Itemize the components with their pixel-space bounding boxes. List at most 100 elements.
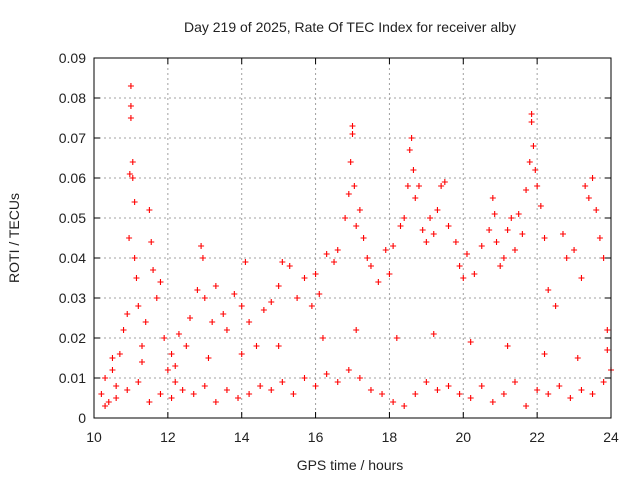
data-point xyxy=(161,335,168,341)
data-point xyxy=(235,395,242,401)
data-point xyxy=(415,183,422,189)
data-point xyxy=(408,135,415,141)
x-axis-title: GPS time / hours xyxy=(297,457,404,473)
data-point xyxy=(231,291,238,297)
data-point xyxy=(390,399,397,405)
data-point xyxy=(301,275,308,281)
data-point xyxy=(545,287,552,293)
data-point xyxy=(323,371,330,377)
data-point xyxy=(131,199,138,205)
data-point xyxy=(124,387,131,393)
y-tick-label: 0.02 xyxy=(59,330,86,346)
data-point xyxy=(148,239,155,245)
data-point xyxy=(131,255,138,261)
data-point xyxy=(164,367,171,373)
data-point xyxy=(563,255,570,261)
data-point xyxy=(441,179,448,185)
data-point xyxy=(356,207,363,213)
data-point xyxy=(312,383,319,389)
data-point xyxy=(312,271,319,277)
data-point xyxy=(172,379,179,385)
x-tick-label: 20 xyxy=(455,429,471,445)
data-point xyxy=(500,255,507,261)
data-point xyxy=(260,307,267,313)
data-point xyxy=(397,223,404,229)
data-point xyxy=(168,395,175,401)
data-point xyxy=(153,295,160,301)
data-point xyxy=(113,383,120,389)
data-point xyxy=(410,167,417,173)
data-point xyxy=(290,391,297,397)
data-point xyxy=(530,143,537,149)
data-point xyxy=(367,387,374,393)
y-tick-label: 0.08 xyxy=(59,90,86,106)
data-point xyxy=(456,391,463,397)
data-point xyxy=(541,235,548,241)
data-point xyxy=(478,383,485,389)
data-point xyxy=(382,247,389,253)
data-point xyxy=(430,331,437,337)
data-point xyxy=(150,267,157,273)
data-point xyxy=(353,327,360,333)
data-point xyxy=(127,103,134,109)
data-point xyxy=(471,271,478,277)
data-point xyxy=(349,131,356,137)
data-point xyxy=(523,187,530,193)
data-point xyxy=(427,215,434,221)
data-point xyxy=(146,399,153,405)
data-point xyxy=(342,215,349,221)
plot-frame xyxy=(93,57,612,419)
data-point xyxy=(347,159,354,165)
y-tick-label: 0.06 xyxy=(59,170,86,186)
data-point xyxy=(120,327,127,333)
data-point xyxy=(345,367,352,373)
data-point xyxy=(199,255,206,261)
chart-title: Day 219 of 2025, Rate Of TEC Index for r… xyxy=(184,19,516,35)
data-point xyxy=(223,327,230,333)
data-point xyxy=(467,395,474,401)
data-point xyxy=(585,195,592,201)
data-point xyxy=(532,167,539,173)
data-point xyxy=(168,351,175,357)
y-tick-label: 0.07 xyxy=(59,130,86,146)
data-point xyxy=(519,231,526,237)
data-point xyxy=(323,251,330,257)
data-point xyxy=(511,379,518,385)
y-tick-label: 0 xyxy=(78,410,86,426)
data-point xyxy=(142,319,149,325)
data-point xyxy=(604,327,611,333)
data-point xyxy=(528,111,535,117)
x-tick-labels: 10 12 14 16 18 20 22 24 xyxy=(86,429,619,445)
data-point xyxy=(102,375,109,381)
data-point xyxy=(179,387,186,393)
data-point xyxy=(423,379,430,385)
data-point xyxy=(127,83,134,89)
x-tick-label: 12 xyxy=(160,429,176,445)
data-point xyxy=(463,251,470,257)
data-point xyxy=(534,183,541,189)
data-point xyxy=(157,391,164,397)
data-point xyxy=(589,175,596,181)
data-point xyxy=(596,235,603,241)
data-point xyxy=(419,227,426,233)
data-point xyxy=(412,195,419,201)
x-tick-label: 24 xyxy=(603,429,619,445)
data-point xyxy=(316,291,323,297)
x-tick-label: 16 xyxy=(308,429,324,445)
data-point xyxy=(589,391,596,397)
data-point xyxy=(438,183,445,189)
data-point xyxy=(390,243,397,249)
data-point xyxy=(515,211,522,217)
data-point xyxy=(301,375,308,381)
data-point xyxy=(308,303,315,309)
data-point xyxy=(268,387,275,393)
data-point xyxy=(545,391,552,397)
axis-ticks xyxy=(93,57,612,419)
data-point xyxy=(567,395,574,401)
data-point xyxy=(109,355,116,361)
data-point xyxy=(135,303,142,309)
data-point xyxy=(194,287,201,293)
data-point xyxy=(212,283,219,289)
data-point xyxy=(286,263,293,269)
